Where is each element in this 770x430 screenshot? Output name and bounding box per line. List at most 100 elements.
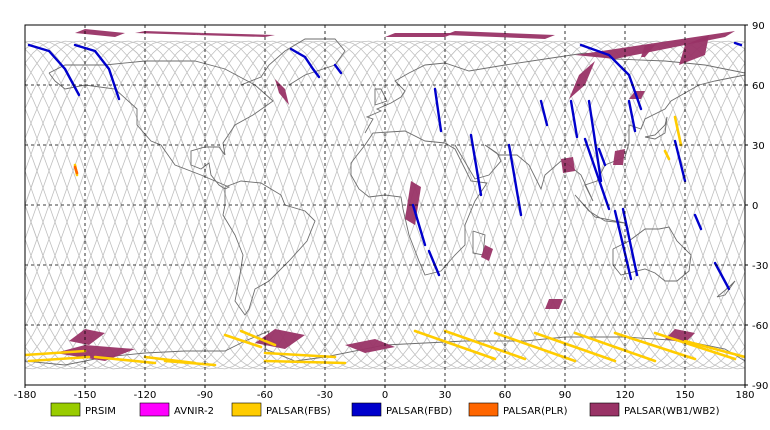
coastline <box>240 38 346 86</box>
orbit-track <box>25 40 745 370</box>
legend: PRSIM AVNIR-2 PALSAR(FBS) PALSAR(FBD) PALSAR… <box>50 402 720 417</box>
coastline <box>374 88 388 106</box>
swath-wb <box>75 29 125 37</box>
swath-wb <box>561 157 575 173</box>
legend-item: PALSAR(WB1/WB2) <box>589 402 720 417</box>
lon-tick-label: 180 <box>735 390 754 401</box>
swath-fbd <box>433 87 443 133</box>
longitude-tick-labels: -180 -150 -120 -90 -60 -30 0 30 60 90 120 150 180 <box>14 385 755 401</box>
swath-wb <box>135 31 205 35</box>
latitude-tick-labels: 90 60 30 0 -30 -60 -90 <box>745 21 768 392</box>
swath-fbd <box>713 261 731 291</box>
swath-fbd <box>627 99 637 133</box>
swath-fbd <box>539 99 549 127</box>
lon-tick-label: 0 <box>382 390 388 401</box>
swath-fbd <box>27 43 81 97</box>
swath-fbs <box>573 331 657 363</box>
swath-fbs <box>27 355 91 363</box>
lon-tick-label: 120 <box>615 390 634 401</box>
legend-label: PALSAR(FBD) <box>386 406 452 417</box>
swath-fbd <box>569 99 579 139</box>
swath-wb <box>275 79 289 105</box>
swath-wb <box>55 345 135 361</box>
coastline <box>716 280 736 298</box>
swath-wb <box>69 329 105 345</box>
lon-tick-label: -150 <box>74 390 97 401</box>
lon-tick-label: -60 <box>257 390 273 401</box>
swath-fbd <box>469 133 483 197</box>
coastline <box>644 116 668 140</box>
legend-label: PALSAR(WB1/WB2) <box>624 406 720 417</box>
lat-tick-label: -90 <box>752 381 768 392</box>
swath-wb <box>613 149 625 165</box>
swath-fbs <box>673 115 683 147</box>
swath-fbd <box>289 47 321 79</box>
swath-fbs <box>683 339 745 359</box>
swath-fbs <box>663 149 671 161</box>
swath-fbs <box>163 359 217 367</box>
swath-fbd <box>673 139 687 183</box>
legend-swatch <box>50 402 81 417</box>
lat-tick-label: 30 <box>752 141 765 152</box>
swath-fbs <box>443 329 527 361</box>
swath-fbd <box>333 63 343 75</box>
swath-fbd <box>579 43 643 111</box>
legend-label: PALSAR(PLR) <box>503 406 568 417</box>
swath-fbd <box>411 203 427 247</box>
swath-fbd <box>597 147 607 167</box>
swath-wb <box>195 33 275 37</box>
lon-tick-label: 90 <box>559 390 572 401</box>
legend-swatch <box>139 402 170 417</box>
swath-wb <box>679 35 709 65</box>
legend-item: PALSAR(FBS) <box>231 402 331 417</box>
lat-tick-label: -30 <box>752 261 768 272</box>
legend-label: AVNIR-2 <box>174 406 214 417</box>
orbit-track <box>25 40 745 370</box>
swath-fbd <box>733 41 743 47</box>
swath-fbs <box>263 351 337 359</box>
legend-swatch <box>231 402 262 417</box>
swath-fbd <box>507 143 523 217</box>
swath-fbs <box>493 331 577 363</box>
swath-wb <box>255 329 305 349</box>
swath-plr <box>73 165 79 175</box>
legend-item: PALSAR(PLR) <box>468 402 568 417</box>
swath-fbs <box>223 333 263 349</box>
legend-label: PALSAR(FBS) <box>266 406 331 417</box>
swath-fbs <box>533 331 617 363</box>
swath-fbs <box>653 331 737 361</box>
legend-swatch <box>589 402 620 417</box>
swath-fbd <box>587 99 603 183</box>
swath-wb <box>481 245 493 261</box>
coastline <box>350 130 488 276</box>
lat-tick-label: -60 <box>752 321 768 332</box>
swath-fbd <box>693 213 703 231</box>
swath-fbs <box>239 329 277 347</box>
swath-fbd <box>613 209 633 281</box>
legend-label: PRSIM <box>85 406 116 417</box>
swath-fbs <box>263 359 347 365</box>
legend-swatch <box>468 402 499 417</box>
lon-tick-label: 60 <box>499 390 512 401</box>
orbit-track <box>25 40 745 370</box>
lat-tick-label: 60 <box>752 81 765 92</box>
coastline <box>222 180 316 316</box>
lat-tick-label: 90 <box>752 21 765 32</box>
swath-fbs <box>25 349 87 357</box>
swath-fbs <box>613 331 697 361</box>
lon-tick-label: -90 <box>197 390 213 401</box>
swath-wb <box>345 339 395 353</box>
legend-item: AVNIR-2 <box>139 402 214 417</box>
legend-swatch <box>351 402 382 417</box>
graticule-grid <box>25 25 745 385</box>
orbit-track <box>25 40 745 370</box>
lon-tick-label: 30 <box>439 390 452 401</box>
lon-tick-label: -180 <box>14 390 37 401</box>
lon-tick-label: -120 <box>134 390 157 401</box>
lon-tick-label: -30 <box>317 390 333 401</box>
coastline <box>454 74 745 202</box>
swath-wb <box>385 33 455 37</box>
swath-wb <box>641 45 655 57</box>
swath-fbd <box>427 249 441 277</box>
